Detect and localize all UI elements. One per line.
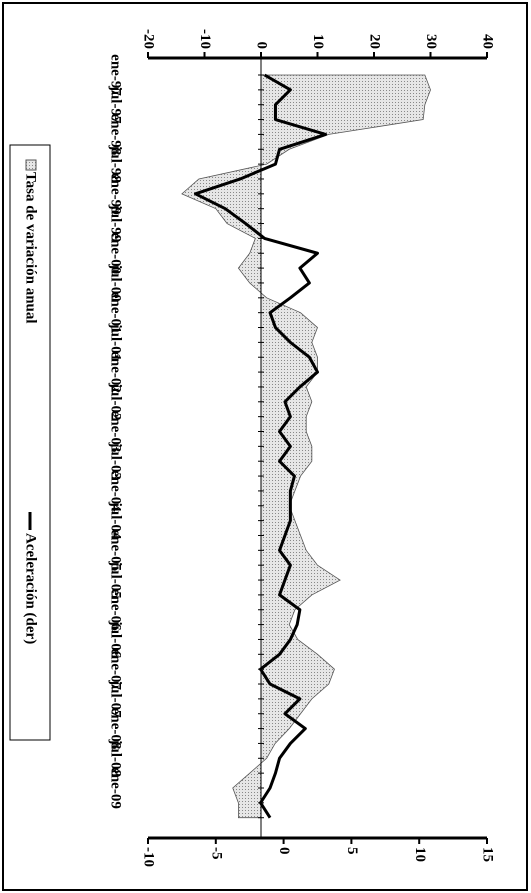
y-tick-label: 20 <box>367 34 383 49</box>
y-tick-label: -20 <box>141 29 157 49</box>
x-tick-label: ene-99 <box>108 173 124 215</box>
x-tick-label: ene-09 <box>108 767 124 809</box>
y2-tick-label: 0 <box>276 847 292 855</box>
legend-label: Aceleración (der) <box>23 533 39 644</box>
area <box>181 74 431 819</box>
y-tick-label: 30 <box>423 34 439 49</box>
x-tick-label: jul-07 <box>108 679 124 718</box>
y-tick-label: 0 <box>254 42 270 50</box>
x-tick-label: jul-05 <box>108 560 124 599</box>
y2-tick-label: 10 <box>412 847 428 862</box>
line <box>193 73 328 819</box>
x-tick-label: jul-06 <box>108 620 124 659</box>
y2-tick-label: -5 <box>208 847 224 860</box>
y2-tick-label: 5 <box>344 847 360 855</box>
x-tick-label: ene-04 <box>108 470 124 512</box>
x-tick-label: jul-99 <box>108 204 124 243</box>
x-tick-label: ene-01 <box>108 292 124 334</box>
legend-box <box>9 144 51 741</box>
x-tick-label: ene-05 <box>108 530 124 572</box>
x-tick-label: jul-08 <box>108 739 124 778</box>
x-tick-label: ene-07 <box>108 648 124 690</box>
x-tick-label: ene-02 <box>108 351 124 393</box>
x-tick-label: ene-08 <box>108 708 124 750</box>
y-tick-label: -10 <box>197 29 213 49</box>
x-tick-label: ene-00 <box>108 232 124 274</box>
x-tick-label: jul-98 <box>108 144 124 183</box>
x-tick-label: jul-97 <box>108 85 124 124</box>
x-tick-label: jul-03 <box>108 441 124 480</box>
legend-label: Tasa de variación anual <box>23 172 39 324</box>
x-tick-label: ene-03 <box>108 411 124 453</box>
x-tick-label: ene-98 <box>108 114 124 156</box>
x-tick-label: jul-00 <box>108 263 124 302</box>
y2-tick-label: 15 <box>480 847 496 862</box>
x-tick-label: jul-04 <box>108 501 124 540</box>
rotated-plot: ene-97jul-97ene-98jul-98ene-99jul-99ene-… <box>9 29 496 867</box>
legend-swatch <box>25 159 37 171</box>
y-tick-label: 40 <box>480 34 496 49</box>
y-tick-label: 10 <box>310 34 326 49</box>
y2-tick-label: -10 <box>141 847 157 867</box>
x-tick-label: jul-02 <box>108 382 124 421</box>
x-tick-label: ene-06 <box>108 589 124 631</box>
x-tick-label: jul-01 <box>108 323 124 362</box>
x-tick-label: ene-97 <box>108 54 124 96</box>
